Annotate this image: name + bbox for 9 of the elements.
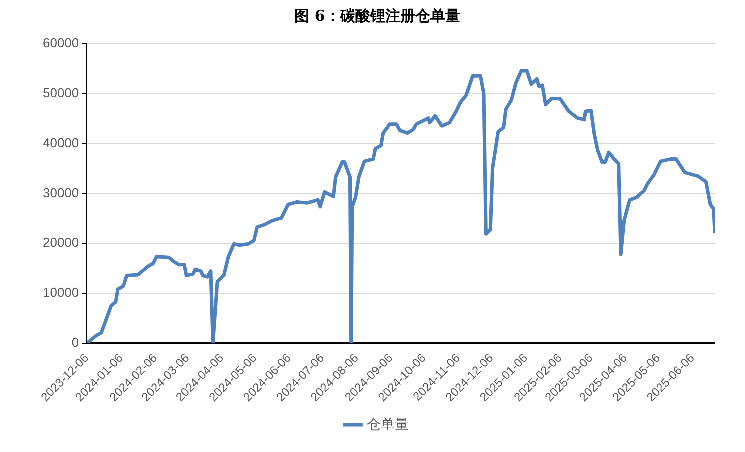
y-tick-label: 20000 — [42, 235, 80, 250]
chart-title: 图 6：碳酸锂注册仓单量 — [294, 6, 460, 25]
y-tick-label: 10000 — [42, 285, 80, 300]
y-tick-label: 60000 — [42, 36, 80, 51]
y-tick-label: 40000 — [42, 135, 80, 150]
legend-label: 仓单量 — [367, 416, 409, 432]
y-tick-label: 50000 — [42, 85, 80, 100]
y-tick-label: 30000 — [42, 185, 80, 200]
y-tick-label: 0 — [72, 334, 80, 350]
